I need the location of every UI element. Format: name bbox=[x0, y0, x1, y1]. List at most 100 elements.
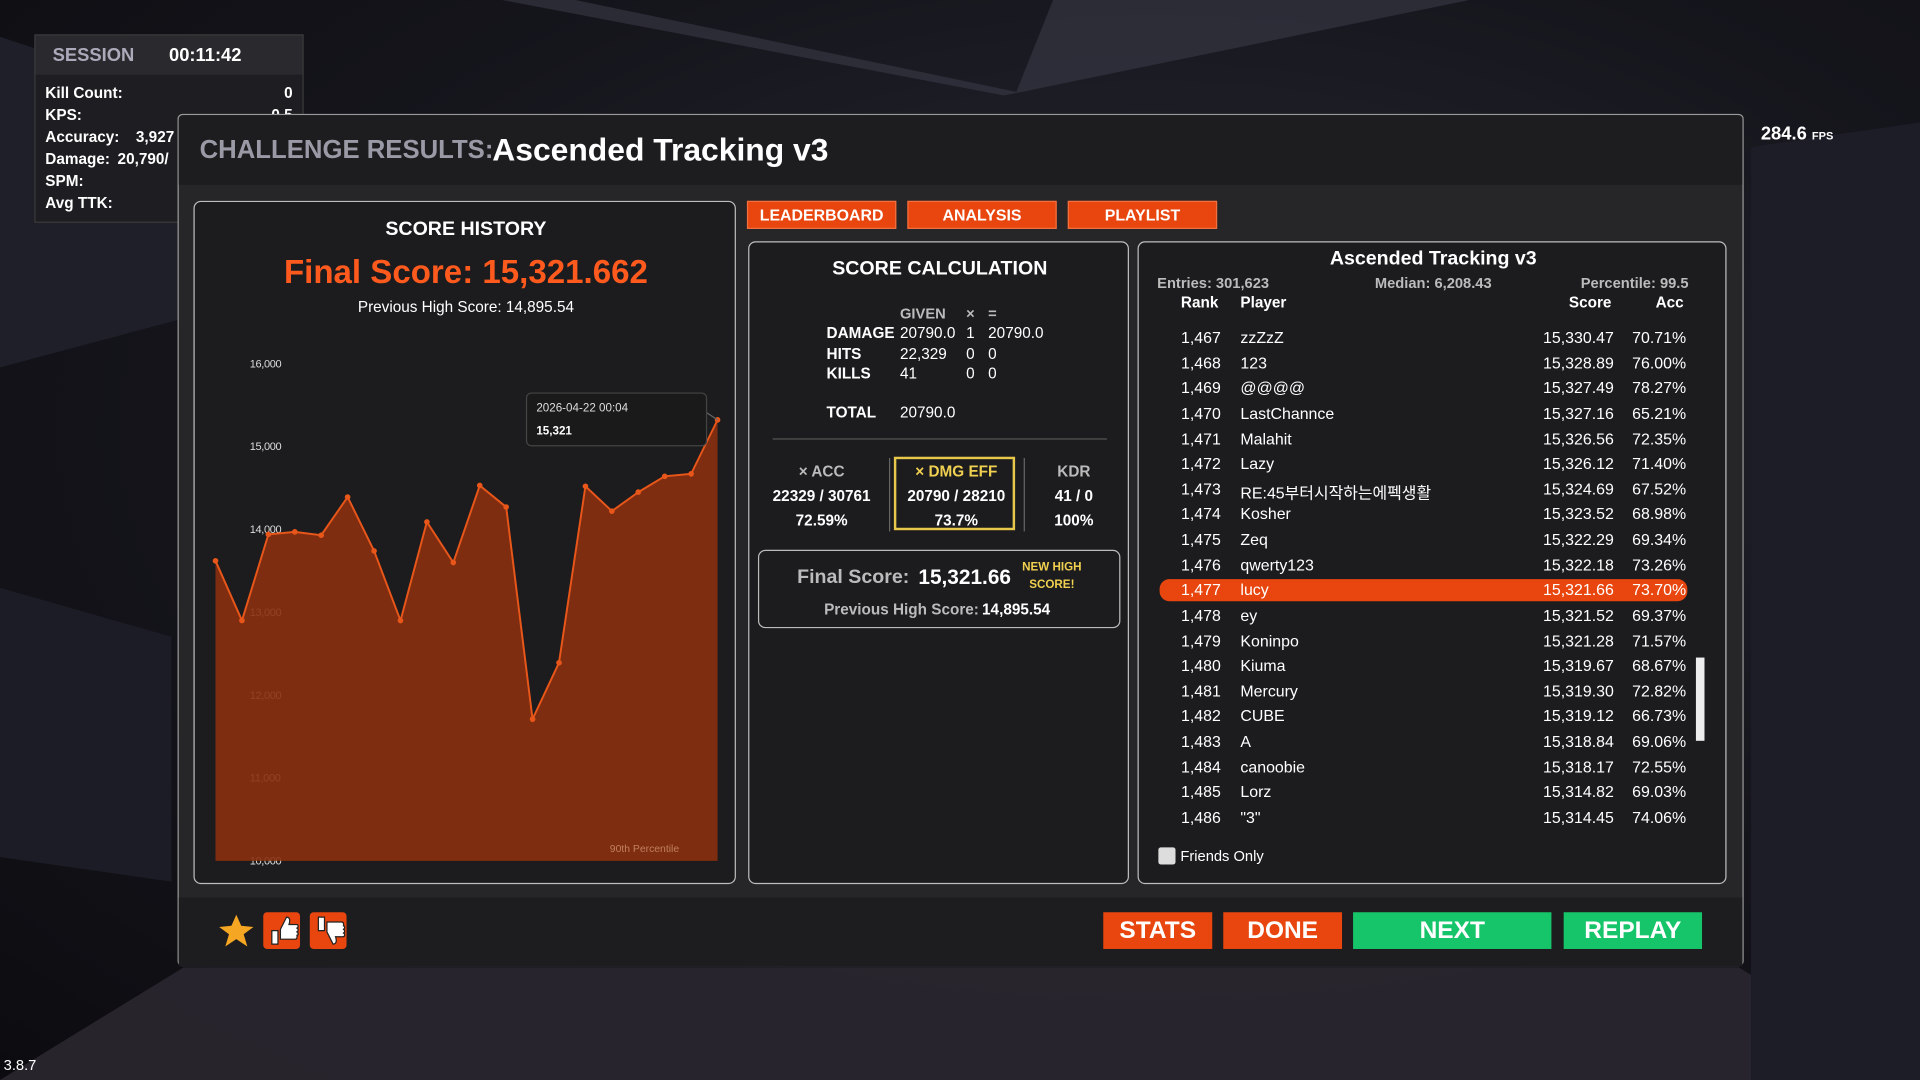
lb-rank: 1,475 bbox=[1180, 530, 1221, 549]
lb-player: Malahit bbox=[1240, 429, 1292, 448]
lb-player: RE:45부터시작하는에펙생활 bbox=[1240, 483, 1432, 502]
lb-acc: 69.06% bbox=[1632, 732, 1687, 751]
lb-rank: 1,480 bbox=[1180, 656, 1221, 675]
stat-value: 3,927 bbox=[135, 128, 175, 146]
lb-score: 15,324.69 bbox=[1543, 479, 1614, 499]
rating-icons bbox=[219, 912, 347, 949]
line bbox=[214, 419, 719, 723]
lb-acc: 74.06% bbox=[1632, 808, 1687, 827]
calc-row-label: KILLS bbox=[826, 364, 871, 383]
tab[interactable]: ANALYSIS bbox=[907, 200, 1057, 229]
lb-score: 15,330.47 bbox=[1543, 328, 1614, 347]
lb-score: 15,319.67 bbox=[1543, 656, 1614, 675]
calc-cell: 41 bbox=[900, 364, 918, 383]
lb-rank: 1,469 bbox=[1180, 378, 1221, 398]
lb-player: zzZzZ bbox=[1240, 328, 1284, 347]
factor-value: 100% bbox=[1054, 511, 1094, 529]
point bbox=[318, 532, 325, 539]
point bbox=[476, 482, 483, 489]
lb-row[interactable]: 1,473 RE:45부터시작하는에펙생활 15,324.69 67.52% bbox=[1160, 478, 1688, 502]
lb-score: 15,323.52 bbox=[1543, 504, 1614, 524]
final-value: 15,321.66 bbox=[918, 565, 1011, 589]
point bbox=[397, 617, 404, 624]
lb-title: Ascended Tracking v3 bbox=[1329, 248, 1537, 270]
lb-player: canoobie bbox=[1240, 757, 1306, 776]
final-label: Final Score: bbox=[797, 566, 910, 588]
lb-row[interactable]: 1,480 Kiuma 15,319.67 68.67% bbox=[1160, 655, 1688, 677]
lb-row[interactable]: 1,469 @@@@ 15,327.49 78.27% bbox=[1160, 377, 1688, 399]
lb-score: 15,321.52 bbox=[1543, 606, 1614, 625]
score-chart: 10,00011,00012,00013,00014,00015,00016,0… bbox=[212, 358, 721, 867]
lb-row[interactable]: 1,478 ey 15,321.52 69.37% bbox=[1160, 605, 1688, 627]
tab[interactable]: LEADERBOARD bbox=[746, 200, 897, 229]
lb-row[interactable]: 1,485 Lorz 15,314.82 69.03% bbox=[1160, 782, 1688, 804]
version: 3.8.7 bbox=[3, 1056, 37, 1074]
lb-acc: 72.35% bbox=[1632, 429, 1687, 448]
lb-percentile: Percentile: 99.5 bbox=[1580, 274, 1689, 292]
lb-row[interactable]: 1,476 qwerty123 15,322.18 73.26% bbox=[1160, 554, 1688, 576]
lb-acc: 66.73% bbox=[1632, 707, 1687, 726]
lb-score: 15,326.12 bbox=[1543, 454, 1614, 473]
lb-row[interactable]: 1,474 Kosher 15,323.52 68.98% bbox=[1160, 504, 1688, 526]
lb-player: LastChannce bbox=[1240, 403, 1335, 423]
final-score-box bbox=[757, 549, 1121, 629]
calc-cell: 22,329 bbox=[900, 344, 947, 362]
lb-row[interactable]: 1,472 Lazy 15,326.12 71.40% bbox=[1160, 453, 1688, 475]
lb-row[interactable]: 1,483 A 15,318.84 69.06% bbox=[1160, 731, 1688, 753]
lb-entries: Entries: 301,623 bbox=[1157, 274, 1270, 292]
lb-rank: 1,481 bbox=[1180, 681, 1221, 701]
lb-player: Kiuma bbox=[1240, 656, 1286, 675]
lb-rank: 1,470 bbox=[1180, 403, 1221, 423]
lb-row[interactable]: 1,475 Zeq 15,322.29 69.34% bbox=[1160, 529, 1688, 551]
lb-score: 15,319.30 bbox=[1543, 681, 1614, 701]
lb-row[interactable]: 1,484 canoobie 15,318.17 72.55% bbox=[1160, 756, 1688, 778]
point bbox=[503, 504, 509, 510]
lb-column: Rank bbox=[1180, 293, 1219, 312]
lb-rank: 1,483 bbox=[1180, 732, 1221, 751]
lb-acc: 71.57% bbox=[1632, 631, 1687, 650]
calc-cell: 20790.0 bbox=[900, 324, 956, 342]
lb-row[interactable]: 1,482 CUBE 15,319.12 66.73% bbox=[1160, 706, 1688, 728]
scrollbar[interactable] bbox=[1695, 657, 1705, 741]
action-button[interactable]: STATS bbox=[1103, 912, 1213, 949]
calc-cell: 0 bbox=[988, 344, 997, 362]
lb-row[interactable]: 1,470 LastChannce 15,327.16 65.21% bbox=[1160, 403, 1688, 425]
chart-subtitle: Final Score: 15,321.662 bbox=[283, 253, 648, 291]
lb-acc: 69.37% bbox=[1632, 606, 1687, 625]
lb-rank: 1,476 bbox=[1180, 555, 1221, 574]
lb-acc: 72.55% bbox=[1632, 757, 1687, 776]
factor-value: 72.59% bbox=[795, 511, 848, 529]
friends-checkbox[interactable] bbox=[1158, 847, 1176, 865]
factor-ratio: 41 / 0 bbox=[1054, 487, 1094, 505]
lb-row[interactable]: 1,467 zzZzZ 15,330.47 70.71% bbox=[1160, 327, 1688, 349]
lb-row[interactable]: 1,468 123 15,328.89 76.00% bbox=[1160, 352, 1688, 374]
lb-score: 15,318.84 bbox=[1543, 732, 1614, 751]
lb-row[interactable]: 1,471 Malahit 15,326.56 72.35% bbox=[1160, 428, 1688, 450]
lb-row[interactable]: 1,481 Mercury 15,319.30 72.82% bbox=[1160, 681, 1688, 703]
lb-score: 15,319.12 bbox=[1543, 707, 1614, 726]
tab[interactable]: PLAYLIST bbox=[1067, 200, 1218, 229]
calc-title: SCORE CALCULATION bbox=[832, 258, 1048, 280]
action-button[interactable]: NEXT bbox=[1353, 912, 1552, 949]
lb-acc: 73.70% bbox=[1632, 580, 1687, 600]
prev-value: 14,895.54 bbox=[982, 601, 1051, 619]
factor-ratio: 20790 / 28210 bbox=[907, 487, 1006, 505]
lb-row[interactable]: 1,486 "3" 15,314.45 74.06% bbox=[1160, 807, 1688, 829]
lb-row[interactable]: 1,477 lucy 15,321.66 73.70% bbox=[1159, 579, 1688, 602]
lb-row[interactable]: 1,479 Koninpo 15,321.28 71.57% bbox=[1160, 630, 1688, 652]
factor-ratio: 22329 / 30761 bbox=[772, 487, 871, 505]
favorite-star[interactable] bbox=[219, 914, 254, 947]
stat-value: 20,790/ bbox=[117, 150, 169, 168]
stat-label: Kill Count: bbox=[45, 84, 123, 102]
point bbox=[635, 489, 642, 495]
lb-rank: 1,485 bbox=[1180, 782, 1221, 802]
lb-rows: 1,467 zzZzZ 15,330.47 70.71% 1,468 123 15,328.… bbox=[1139, 316, 1726, 843]
previous-high: Previous High Score: 14,895.54 bbox=[357, 298, 574, 316]
lb-player: Kosher bbox=[1240, 504, 1291, 524]
lb-column: Player bbox=[1240, 293, 1287, 312]
lb-acc: 65.21% bbox=[1632, 403, 1687, 423]
tooltip-value: 15,321 bbox=[536, 425, 572, 438]
action-button[interactable]: DONE bbox=[1223, 912, 1343, 949]
point bbox=[609, 508, 615, 514]
action-button[interactable]: REPLAY bbox=[1563, 912, 1703, 949]
